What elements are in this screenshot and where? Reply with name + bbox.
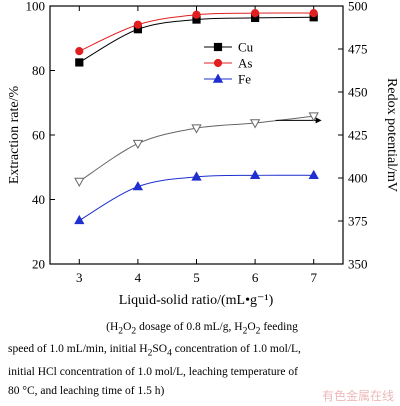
y-left-tick-label: 40 [32, 192, 45, 207]
y-right-tick-label: 400 [348, 171, 368, 186]
caption-line-1: (H2O2 dosage of 0.8 mL/g, H2O2 feeding [106, 321, 298, 337]
x-tick-label: 4 [135, 270, 142, 285]
right-axis-arrow-head [315, 117, 322, 124]
redox-potential-series-point [308, 112, 319, 122]
caption-line-3: initial HCl concentration of 1.0 mol/L, … [8, 365, 298, 378]
caption-line-2: speed of 1.0 mL/min, initial H2SO4 conce… [8, 343, 301, 359]
legend-as-label: As [238, 56, 252, 71]
as-series-point [192, 10, 201, 19]
plot-frame [49, 5, 344, 265]
legend-as-point [213, 58, 223, 68]
y-left-tick-label: 100 [26, 0, 46, 14]
as-series-point [309, 8, 318, 18]
y-left-tick-label: 20 [32, 257, 45, 272]
fe-series-line [79, 174, 314, 221]
figure-caption: (H2O2 dosage of 0.8 mL/g, H2O2 feeding s… [8, 318, 396, 401]
fe-series-point [308, 169, 319, 180]
y-left-tick-label: 80 [32, 63, 45, 78]
watermark-text: 有色金属在线 [321, 389, 394, 403]
redox-potential-series-point [132, 139, 144, 150]
ticks: 3 4 5 6 7 20 40 60 80 100 350 375 400 425 450 475 500 [26, 0, 368, 285]
redox-potential-series-point [191, 124, 202, 134]
y-axis-left-label: Extraction rate/% [7, 85, 22, 184]
chart: 3 4 5 6 7 20 40 60 80 100 350 375 400 425 450 475 500 Cu… [7, 0, 399, 308]
series-markers [74, 8, 319, 225]
y-right-tick-label: 375 [348, 214, 368, 229]
redox-potential-series-point [249, 119, 261, 129]
redox-potential-series-point [74, 177, 85, 187]
fe-series-point [132, 181, 144, 191]
legend-cu-point [213, 42, 223, 52]
series-curves [79, 12, 322, 221]
legend-fe-point [212, 73, 224, 83]
y-right-tick-label: 350 [348, 257, 368, 272]
y-right-tick-label: 425 [348, 128, 368, 143]
legend-cu-label: Cu [238, 40, 254, 55]
x-tick-label: 3 [76, 270, 83, 285]
as-series-point [133, 20, 142, 29]
legend-fe-label: Fe [238, 72, 251, 87]
fe-series-point [74, 214, 85, 225]
fe-series-point [249, 169, 261, 180]
x-tick-label: 7 [310, 270, 317, 285]
plot-area-border [49, 5, 344, 265]
y-left-tick-label: 60 [32, 128, 45, 143]
y-right-tick-label: 500 [348, 0, 368, 14]
x-tick-label: 6 [252, 270, 259, 285]
fe-series-point [191, 171, 202, 181]
x-axis-label: Liquid-solid ratio/(mL•g⁻¹) [119, 293, 274, 308]
as-series-point [251, 8, 260, 18]
y-axis-right-label: Redox potential/mV [384, 78, 399, 192]
as-series-point [75, 47, 84, 56]
cu-series-point [75, 58, 84, 67]
x-tick-label: 5 [193, 270, 200, 285]
y-right-tick-label: 475 [348, 42, 368, 57]
y-right-tick-label: 450 [348, 85, 368, 100]
cu-series-line [79, 16, 314, 63]
caption-line-4: 80 °C, and leaching time of 1.5 h) [8, 384, 165, 397]
